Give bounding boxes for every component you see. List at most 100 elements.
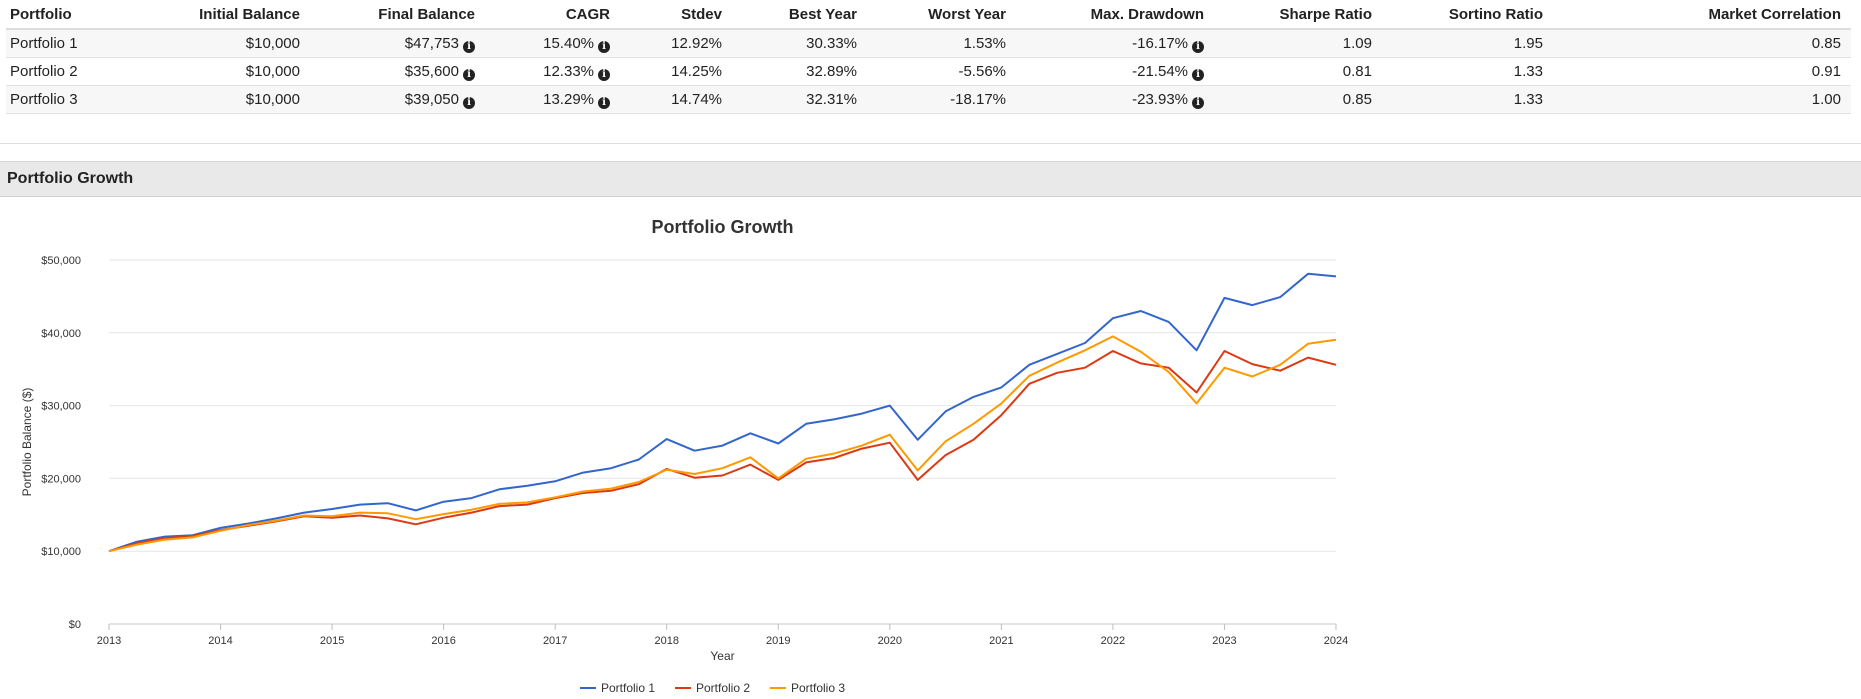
cell-value: 1.95 xyxy=(1513,35,1543,52)
series-line-portfolio-1[interactable] xyxy=(108,272,1337,553)
chart-axes xyxy=(108,624,1337,630)
header-col-best-year[interactable]: Best Year xyxy=(732,0,867,30)
x-tick-label: 2023 xyxy=(1212,635,1236,647)
cell-value: 1.00 xyxy=(1811,91,1841,108)
cell-value: Portfolio 2 xyxy=(10,63,78,80)
cell-value: 0.91 xyxy=(1811,63,1841,80)
cell-initial-balance: $10,000 xyxy=(140,57,310,86)
legend-item-portfolio-3[interactable]: Portfolio 3 xyxy=(770,681,845,695)
cell-best-year: 32.31% xyxy=(732,85,867,114)
cell-portfolio: Portfolio 2 xyxy=(6,57,140,86)
x-tick-label: 2024 xyxy=(1324,635,1348,647)
cell-initial-balance: $10,000 xyxy=(140,85,310,114)
cell-value: Portfolio 3 xyxy=(10,91,78,108)
cell-cagr: 12.33% i xyxy=(485,57,620,86)
legend-item-portfolio-2[interactable]: Portfolio 2 xyxy=(675,681,750,695)
cell-value: Portfolio 1 xyxy=(10,35,78,52)
cell-value: 32.31% xyxy=(806,91,857,108)
cell-value: 14.25% xyxy=(671,63,722,80)
cell-value: 14.74% xyxy=(671,91,722,108)
cell-cagr: 15.40% i xyxy=(485,29,620,58)
table-row: Portfolio 1 $10,000 $47,753 i 15.40% i 12.92% 3… xyxy=(6,29,1851,58)
cell-value: 1.09 xyxy=(1342,35,1372,52)
info-circle-icon[interactable]: i xyxy=(463,40,475,53)
info-circle-icon[interactable]: i xyxy=(598,68,610,81)
x-tick-label: 2018 xyxy=(654,635,678,647)
cell-sortino: 1.33 xyxy=(1382,85,1553,114)
cell-sortino: 1.33 xyxy=(1382,57,1553,86)
y-tick-label: $30,000 xyxy=(41,401,81,413)
header-col-sharpe-ratio[interactable]: Sharpe Ratio xyxy=(1214,0,1382,30)
x-axis-label: Year xyxy=(710,649,734,663)
x-tick-label: 2020 xyxy=(878,635,902,647)
y-tick-label: $0 xyxy=(69,619,81,631)
cell-value: 12.33% xyxy=(543,62,594,80)
x-tick-label: 2015 xyxy=(320,635,344,647)
portfolio-growth-section-header: Portfolio Growth xyxy=(0,161,1861,197)
header-col-initial-balance[interactable]: Initial Balance xyxy=(140,0,310,30)
cell-market-correlation: 0.85 xyxy=(1553,29,1851,58)
cell-value: 1.33 xyxy=(1513,91,1543,108)
cell-value: -21.54% xyxy=(1132,62,1188,80)
chart-grid xyxy=(109,259,1336,625)
legend-item-portfolio-1[interactable]: Portfolio 1 xyxy=(580,681,655,695)
info-circle-icon[interactable]: i xyxy=(598,96,610,109)
cell-worst-year: -5.56% xyxy=(867,57,1016,86)
cell-value: 0.85 xyxy=(1342,91,1372,108)
cell-value: 32.89% xyxy=(806,63,857,80)
legend-label: Portfolio 2 xyxy=(696,681,750,695)
header-col-worst-year[interactable]: Worst Year xyxy=(867,0,1016,30)
section-title: Portfolio Growth xyxy=(7,170,134,187)
y-tick-label: $10,000 xyxy=(41,546,81,558)
table-row: Portfolio 3 $10,000 $39,050 i 13.29% i 14.74% 3… xyxy=(6,85,1851,114)
header-col-cagr[interactable]: CAGR xyxy=(485,0,620,30)
y-tick-label: $40,000 xyxy=(41,328,81,340)
cell-final-balance: $39,050 i xyxy=(310,85,485,114)
cell-stdev: 14.25% xyxy=(620,57,732,86)
cell-best-year: 30.33% xyxy=(732,29,867,58)
header-col-portfolio[interactable]: Portfolio xyxy=(6,0,140,30)
cell-value: $10,000 xyxy=(245,63,300,80)
cell-initial-balance: $10,000 xyxy=(140,29,310,58)
legend-label: Portfolio 3 xyxy=(791,681,845,695)
cell-best-year: 32.89% xyxy=(732,57,867,86)
cell-max-drawdown: -21.54% i xyxy=(1016,57,1214,86)
chart-series xyxy=(108,272,1337,553)
cell-value: -23.93% xyxy=(1132,90,1188,108)
info-circle-icon[interactable]: i xyxy=(1192,96,1204,109)
header-col-final-balance[interactable]: Final Balance xyxy=(310,0,485,30)
header-col-sortino-ratio[interactable]: Sortino Ratio xyxy=(1382,0,1553,30)
summary-table-container: Portfolio Initial Balance Final Balance CAG… xyxy=(6,0,1851,114)
chart-legend[interactable]: Portfolio 1 Portfolio 2 Portfolio 3 xyxy=(580,681,845,695)
portfolio-summary-table: Portfolio Initial Balance Final Balance CAG… xyxy=(6,0,1851,114)
series-line-portfolio-3[interactable] xyxy=(108,335,1337,553)
info-circle-icon[interactable]: i xyxy=(463,68,475,81)
cell-value: $47,753 xyxy=(404,34,459,52)
info-circle-icon[interactable]: i xyxy=(1192,68,1204,81)
cell-sharpe: 0.81 xyxy=(1214,57,1382,86)
cell-sortino: 1.95 xyxy=(1382,29,1553,58)
cell-market-correlation: 0.91 xyxy=(1553,57,1851,86)
summary-body: Portfolio 1 $10,000 $47,753 i 15.40% i 12.92% 3… xyxy=(6,29,1851,114)
cell-value: 30.33% xyxy=(806,35,857,52)
info-circle-icon[interactable]: i xyxy=(463,96,475,109)
header-col-stdev[interactable]: Stdev xyxy=(620,0,732,30)
cell-value: 0.81 xyxy=(1342,63,1372,80)
series-line-portfolio-2[interactable] xyxy=(108,350,1337,553)
cell-value: 1.53% xyxy=(963,35,1006,52)
section-divider xyxy=(0,143,1861,144)
x-tick-label: 2019 xyxy=(766,635,790,647)
summary-header-row: Portfolio Initial Balance Final Balance CAG… xyxy=(6,0,1851,30)
header-col-market-correlation[interactable]: Market Correlation xyxy=(1553,0,1851,30)
cell-stdev: 12.92% xyxy=(620,29,732,58)
cell-final-balance: $47,753 i xyxy=(310,29,485,58)
header-col-max-drawdown[interactable]: Max. Drawdown xyxy=(1016,0,1214,30)
info-circle-icon[interactable]: i xyxy=(598,40,610,53)
cell-value: $39,050 xyxy=(404,90,459,108)
cell-portfolio: Portfolio 1 xyxy=(6,29,140,58)
info-circle-icon[interactable]: i xyxy=(1192,40,1204,53)
cell-stdev: 14.74% xyxy=(620,85,732,114)
cell-value: $10,000 xyxy=(245,91,300,108)
legend-label: Portfolio 1 xyxy=(601,681,655,695)
cell-portfolio: Portfolio 3 xyxy=(6,85,140,114)
